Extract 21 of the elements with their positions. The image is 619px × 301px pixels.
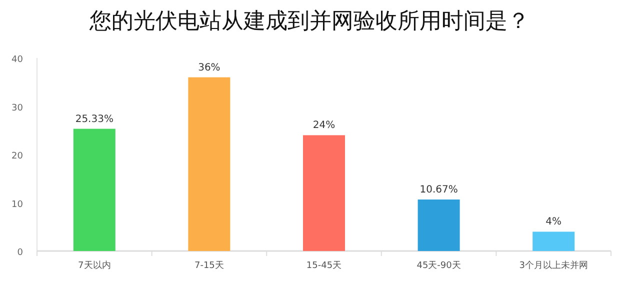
data-label: 36% [198,62,220,74]
y-tick-label: 10 [12,200,24,210]
bar [188,77,230,251]
data-label: 25.33% [75,114,114,125]
x-tick-label: 7-15天 [194,260,224,271]
chart-title: 您的光伏电站从建成到并网验收所用时间是？ [88,9,530,34]
data-label: 4% [546,216,562,228]
bar [303,135,345,251]
x-tick-label: 7天以内 [78,260,111,271]
bar [532,232,575,251]
x-tick-label: 3个月以上未并网 [519,260,588,271]
y-tick-label: 30 [12,103,24,114]
y-tick-label: 0 [17,248,24,258]
y-tick-label: 20 [12,152,24,162]
data-label: 10.67% [420,184,458,196]
bar [418,200,460,251]
bar [73,128,116,251]
y-tick-label: 40 [12,55,24,65]
x-tick-label: 15-45天 [306,260,342,271]
data-label: 24% [312,120,336,132]
x-tick-label: 45天-90天 [416,260,461,271]
